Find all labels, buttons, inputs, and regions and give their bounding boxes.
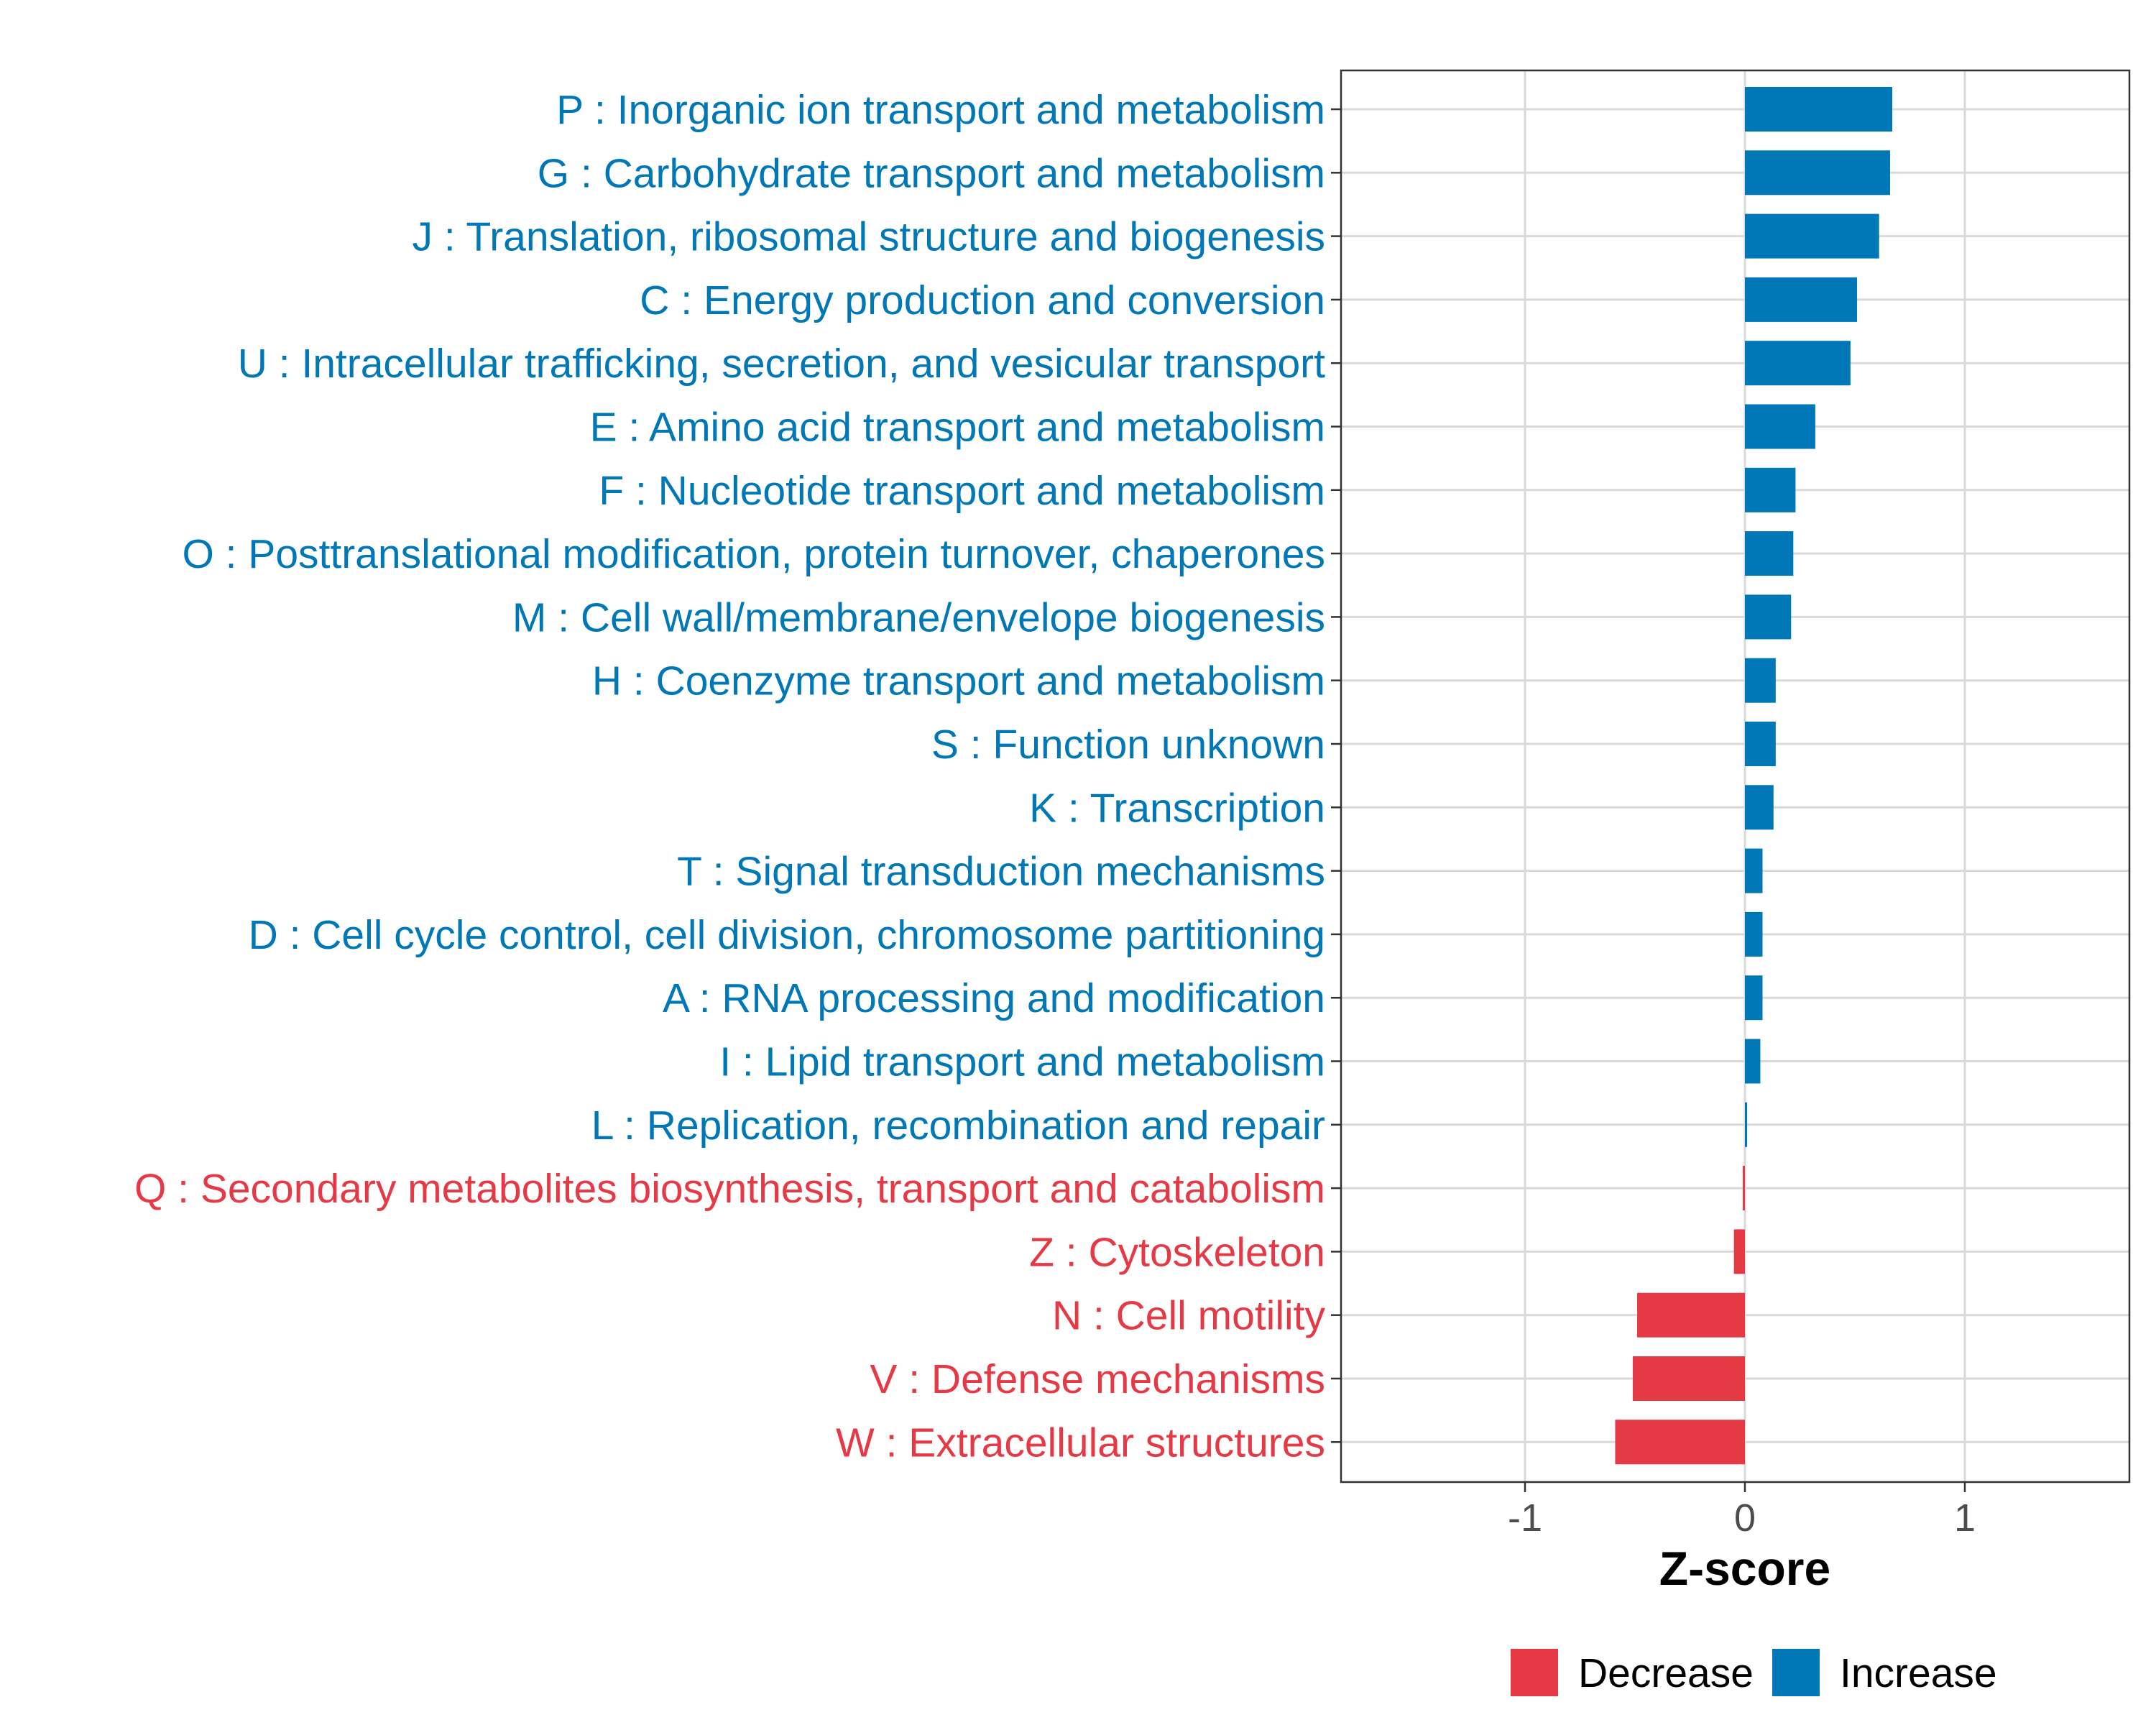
category-label-6: F : Nucleotide transport and metabolism [599,468,1325,514]
legend-swatch-decrease [1511,1649,1558,1696]
bar-11 [1745,785,1774,830]
category-label-21: W : Extracellular structures [836,1420,1325,1466]
bar-5 [1745,404,1815,449]
category-label-1: G : Carbohydrate transport and metabolis… [538,150,1325,196]
bar-7 [1745,531,1794,576]
bar-12 [1745,848,1763,893]
x-tick-label-2: 1 [1954,1496,1976,1540]
bars [1615,87,1893,1465]
bar-19 [1637,1292,1745,1338]
category-label-3: C : Energy production and conversion [640,277,1325,323]
bar-9 [1745,658,1776,703]
x-axis-ticks: -1 0 1 [1508,1482,1976,1540]
category-label-17: Q : Secondary metabolites biosynthesis, … [134,1166,1325,1212]
category-label-18: Z : Cytoskeleton [1029,1229,1325,1275]
category-label-14: A : RNA processing and modification [663,975,1325,1021]
panel-border [1340,69,2131,1484]
category-label-16: L : Replication, recombination and repai… [591,1103,1325,1149]
bar-18 [1733,1229,1745,1274]
bar-0 [1745,87,1893,132]
bar-13 [1745,911,1763,957]
bar-3 [1745,277,1858,322]
bar-15 [1745,1039,1761,1084]
bar-4 [1745,341,1851,386]
bar-1 [1745,150,1890,196]
legend-label-decrease: Decrease [1578,1650,1754,1696]
category-label-9: H : Coenzyme transport and metabolism [592,658,1325,704]
legend: Decrease Increase [1511,1649,1997,1696]
category-label-11: K : Transcription [1029,785,1325,831]
bar-2 [1745,213,1879,259]
bar-20 [1632,1356,1745,1401]
bar-8 [1745,594,1792,640]
x-axis-title: Z-score [1659,1542,1830,1595]
bar-21 [1615,1420,1745,1465]
category-label-5: E : Amino acid transport and metabolism [590,405,1325,451]
bar-14 [1745,975,1763,1021]
category-label-8: M : Cell wall/membrane/envelope biogenes… [512,594,1325,640]
x-tick-label-0: -1 [1508,1496,1542,1540]
category-label-7: O : Posttranslational modification, prot… [182,531,1325,577]
category-label-4: U : Intracellular trafficking, secretion… [238,341,1325,387]
bar-6 [1745,467,1796,512]
category-label-13: D : Cell cycle control, cell division, c… [249,912,1325,958]
bar-10 [1745,722,1776,766]
category-label-12: T : Signal transduction mechanisms [677,849,1325,895]
category-label-10: S : Function unknown [931,722,1325,768]
y-axis-ticks [1331,108,1341,1443]
category-label-0: P : Inorganic ion transport and metaboli… [556,87,1325,133]
x-tick-label-1: 0 [1734,1496,1756,1540]
bar-17 [1742,1166,1745,1211]
category-labels: P : Inorganic ion transport and metaboli… [134,87,1326,1466]
category-label-2: J : Translation, ribosomal structure and… [413,214,1325,260]
legend-swatch-increase [1772,1649,1820,1696]
category-label-19: N : Cell motility [1052,1293,1326,1339]
legend-label-increase: Increase [1840,1650,1997,1696]
category-label-20: V : Defense mechanisms [870,1356,1325,1402]
bar-16 [1745,1102,1748,1147]
category-label-15: I : Lipid transport and metabolism [719,1039,1325,1085]
